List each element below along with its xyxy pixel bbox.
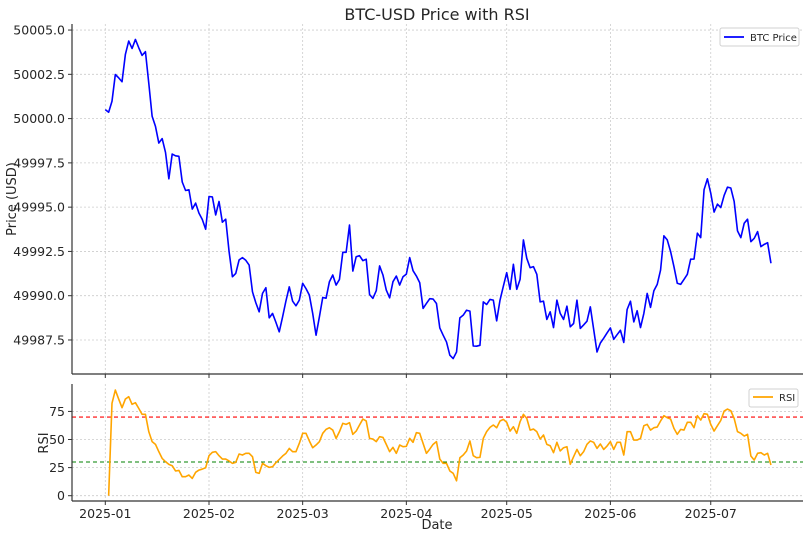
price-legend-label: BTC Price xyxy=(750,33,797,44)
y-tick-label: 49997.5 xyxy=(13,155,65,170)
y-tick-label: 50005.0 xyxy=(13,23,65,38)
rsi-series-line xyxy=(107,389,772,496)
rsi-legend-label: RSI xyxy=(779,393,795,404)
rsi-axis-label: RSI xyxy=(37,432,52,453)
y-tick-label: 49992.5 xyxy=(13,244,65,259)
x-axis-label: Date xyxy=(421,518,452,533)
x-tick-label: 2025-05 xyxy=(481,506,533,521)
y-tick-label: 49987.5 xyxy=(13,332,65,347)
y-tick-label: 49995.0 xyxy=(13,200,65,215)
y-tick-label: 50002.5 xyxy=(13,67,65,82)
price-axis-label: Price (USD) xyxy=(5,162,20,236)
x-tick-label: 2025-01 xyxy=(79,506,131,521)
x-tick-label: 2025-03 xyxy=(277,506,329,521)
chart-title: BTC-USD Price with RSI xyxy=(344,5,529,24)
y-tick-label: 50000.0 xyxy=(13,111,65,126)
y-tick-label: 25 xyxy=(49,460,65,475)
rsi-axes: 0 25 50 75 2025-01 2025-02 2025-03 2025-04 2025-… xyxy=(49,384,803,521)
price-series-line xyxy=(104,38,772,360)
y-tick-label: 0 xyxy=(57,488,65,503)
rsi-legend: RSI xyxy=(748,388,799,408)
x-tick-label: 2025-06 xyxy=(584,506,636,521)
x-tick-label: 2025-02 xyxy=(183,506,235,521)
price-axes: 49987.5 49990.0 49992.5 49995.0 49997.5 50000… xyxy=(13,23,803,378)
price-legend: BTC Price xyxy=(719,27,800,47)
x-tick-label: 2025-04 xyxy=(380,506,432,521)
y-tick-label: 50 xyxy=(49,432,65,447)
x-tick-label: 2025-07 xyxy=(685,506,737,521)
y-tick-label: 75 xyxy=(49,404,65,419)
y-tick-label: 49990.0 xyxy=(13,288,65,303)
